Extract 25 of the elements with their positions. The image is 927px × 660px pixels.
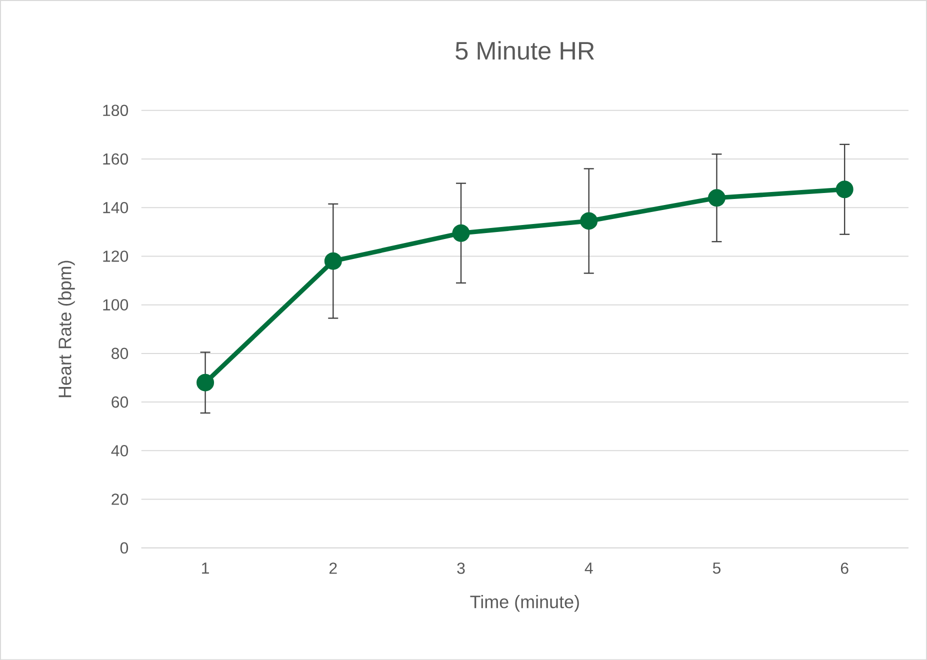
chart-title: 5 Minute HR bbox=[456, 40, 594, 60]
x-axis-title: Time (minute) bbox=[470, 594, 579, 612]
y-tick-label: 140 bbox=[103, 202, 128, 214]
y-tick-label: 80 bbox=[112, 348, 128, 359]
x-tick-label: 4 bbox=[584, 562, 593, 574]
y-tick-label: 180 bbox=[103, 104, 128, 116]
y-tick-label: 120 bbox=[103, 250, 128, 262]
point bbox=[580, 212, 598, 230]
y-tick-label: 20 bbox=[112, 493, 128, 505]
x-tick-label: 2 bbox=[329, 562, 337, 574]
y-tick-label: 100 bbox=[103, 299, 128, 310]
point bbox=[708, 188, 726, 206]
x-tick-label: 3 bbox=[457, 562, 465, 574]
point bbox=[452, 224, 470, 242]
y-tick-label: 60 bbox=[112, 396, 128, 408]
y-axis-title: Heart Rate (bpm) bbox=[58, 260, 75, 397]
y-tick-label: 160 bbox=[103, 153, 128, 164]
y-tick-label: 40 bbox=[111, 444, 128, 456]
x-tick-label: 5 bbox=[712, 562, 720, 574]
y-tick-label: 0 bbox=[120, 542, 128, 554]
x-tick-label: 6 bbox=[840, 562, 848, 574]
x-tick-label: 1 bbox=[202, 562, 209, 574]
point bbox=[836, 180, 854, 198]
point bbox=[324, 252, 342, 270]
point bbox=[196, 374, 214, 392]
